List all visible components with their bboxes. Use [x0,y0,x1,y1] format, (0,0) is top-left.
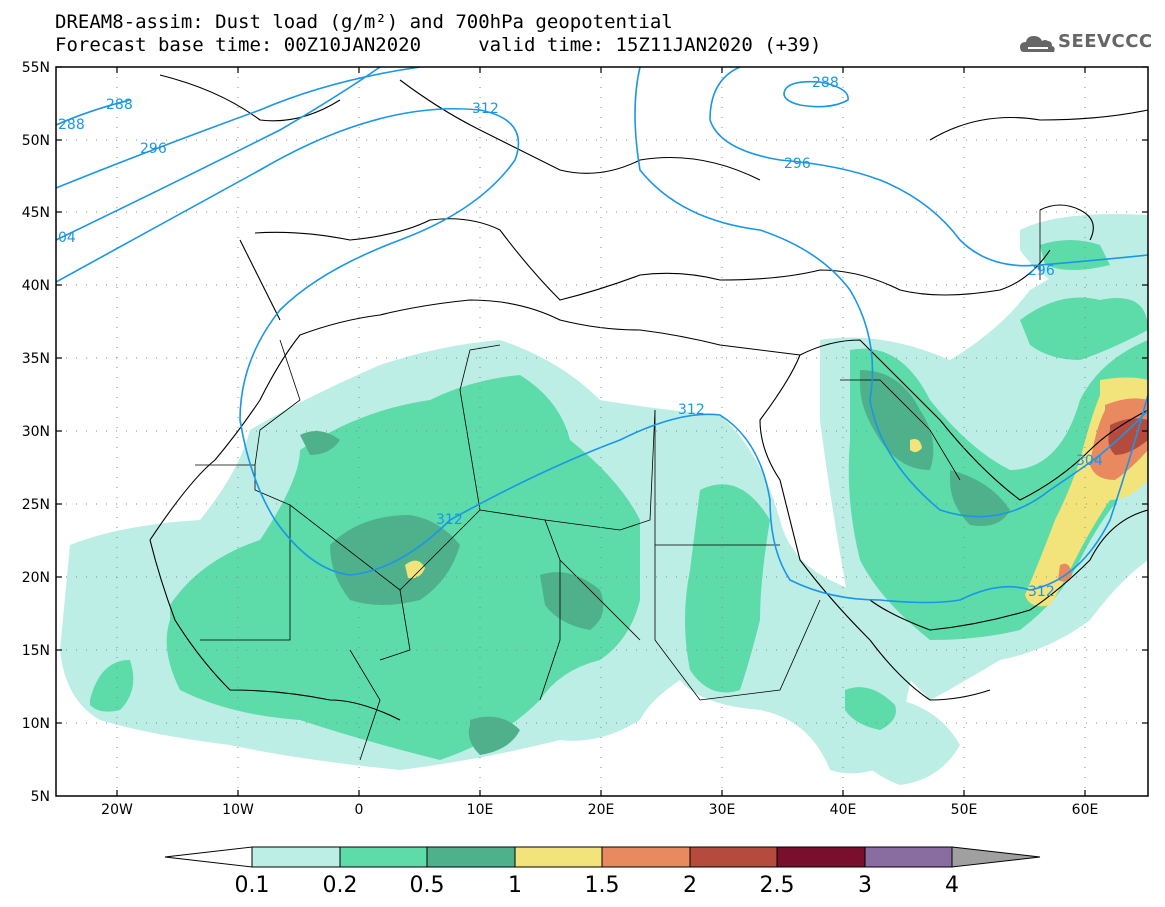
lat-label: 25N [22,497,50,513]
lat-label: 40N [22,278,50,294]
lat-label: 30N [22,424,50,440]
logo-text: SEEVCCC [1058,31,1153,52]
lon-label: 20W [101,802,133,818]
axis-ticks [56,66,1148,796]
geopotential-contours [56,67,1148,604]
colorbar-segment [426,846,516,868]
colorbar-label: 3 [858,873,872,898]
colorbar-segment [689,846,778,868]
contour-label: 296 [140,141,167,157]
longitude-labels: 20W 10W 0 10E 20E 30E 40E 50E 60E [101,802,1098,818]
dust-medium-field [90,240,1148,760]
lat-label: 20N [22,570,50,586]
lon-label: 0 [355,802,364,818]
coastlines [149,74,1148,721]
lat-label: 15N [22,643,50,659]
graticule [56,67,1148,796]
contour-label: 304 [1076,453,1103,469]
cloud-logo-icon [1020,36,1055,52]
contour-label: 288 [58,117,85,133]
colorbar-label: 1.5 [585,873,620,898]
lat-label: 35N [22,351,50,367]
colorbar-segment [251,846,341,868]
lon-label: 10E [467,802,494,818]
dust-dark-field [300,370,1010,755]
contour-label: 312 [472,101,499,117]
latitude-labels: 55N 50N 45N 40N 35N 30N 25N 20N 15N 10N … [22,60,50,805]
contour-label: 312 [1028,584,1055,600]
colorbar-segment [776,846,866,868]
colorbar-label: 2.5 [760,873,795,898]
contour-labels: 288 288 296 04 312 288 296 296 312 312 3… [58,75,1103,600]
colorbar-label: 4 [945,873,959,898]
forecast-times: Forecast base time: 00Z10JAN2020 valid t… [55,34,822,56]
lon-label: 50E [951,802,978,818]
lat-label: 10N [22,716,50,732]
colorbar-label: 0.5 [410,873,445,898]
lat-label: 45N [22,205,50,221]
lon-label: 60E [1072,802,1099,818]
lat-label: 5N [31,789,50,805]
contour-label: 312 [436,512,463,528]
contour-label: 288 [812,75,839,91]
borders [195,210,1041,761]
chart-title: DREAM8-assim: Dust load (g/m²) and 700hP… [55,11,673,33]
colorbar-label: 1 [508,873,522,898]
colorbar-high-arrow [951,846,1041,868]
colorbar-label: 0.1 [235,873,270,898]
colorbar-segment [864,846,953,868]
lon-label: 40E [830,802,857,818]
lon-label: 30E [709,802,736,818]
lon-label: 20E [588,802,615,818]
dust-fields: 288 288 296 04 312 288 296 296 312 312 3… [56,67,1148,796]
colorbar-low-arrow [164,846,253,868]
lat-label: 50N [22,133,50,149]
colorbar-segment [339,846,428,868]
colorbar-label: 2 [683,873,697,898]
colorbar-labels: 0.1 0.2 0.5 1 1.5 2 2.5 3 4 [235,873,960,898]
contour-label: 312 [678,402,705,418]
contour-label: 296 [784,156,811,172]
contour-label: 288 [106,97,133,113]
colorbar-segment [601,846,691,868]
colorbar [164,846,1041,868]
colorbar-label: 0.2 [323,873,358,898]
colorbar-segment [514,846,603,868]
contour-label: 04 [58,230,76,246]
contour-label: 296 [1028,263,1055,279]
lat-label: 55N [22,60,50,76]
lon-label: 10W [222,802,254,818]
